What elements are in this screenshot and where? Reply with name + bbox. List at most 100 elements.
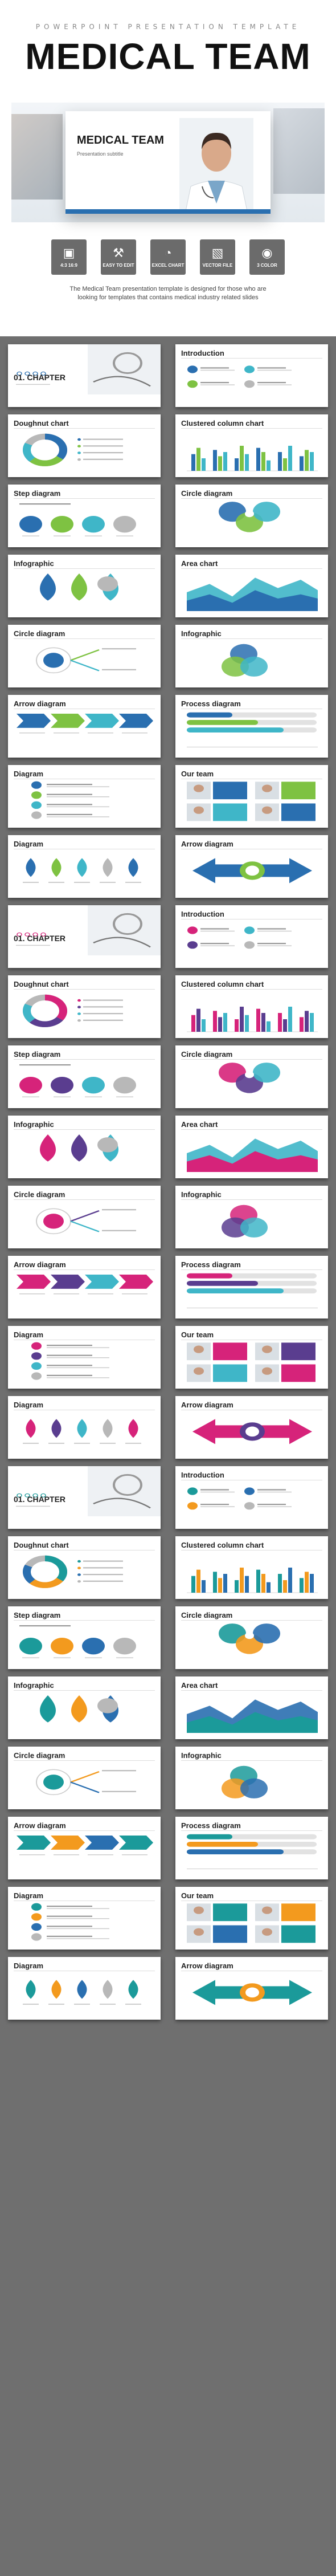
slide-thumbnail[interactable]: 01. CHAPTER (8, 344, 161, 407)
slide-thumbnail[interactable]: Arrow diagram (8, 1817, 161, 1879)
slide-thumbnail[interactable]: Introduction (175, 344, 328, 407)
slide-graphic (187, 926, 292, 949)
slide-thumbnail[interactable]: Clustered column chart (175, 1536, 328, 1599)
slide-graphic (19, 1625, 136, 1658)
slide-thumbnail[interactable]: Step diagram (8, 1045, 161, 1108)
page-title: MEDICAL TEAM (25, 36, 311, 77)
slide-thumbnail[interactable]: Infographic (8, 1116, 161, 1178)
slide-title-rule (181, 568, 322, 569)
slide-graphic (19, 503, 136, 536)
hero-photo-left (11, 114, 63, 200)
slide-title: Our team (181, 1891, 214, 1900)
feature-image: ▧ VECTOR FILE (200, 239, 235, 275)
slide-thumbnail[interactable]: Arrow diagram (175, 835, 328, 898)
slide-title-rule (14, 1760, 155, 1761)
slide-thumbnail[interactable]: Circle diagram (175, 485, 328, 547)
slide-title: Arrow diagram (14, 1821, 66, 1830)
slide-title: Circle diagram (181, 489, 233, 498)
tools-icon: ⚒ (113, 245, 124, 260)
slide-title: Circle diagram (14, 1190, 65, 1199)
slide-thumbnail[interactable]: Circle diagram (8, 625, 161, 687)
chapter-title: 01. CHAPTER (14, 934, 66, 943)
slide-graphic (36, 647, 136, 674)
slide-title-rule (14, 428, 155, 429)
slide-graphic (219, 1623, 280, 1654)
slide-title: Circle diagram (181, 1050, 233, 1059)
slide-graphic (23, 1980, 141, 2005)
feature-pie-chart: ◔ EXCEL CHART (150, 239, 186, 275)
doctor-photo (179, 118, 253, 214)
feature-presentation: ▣ 4:3 16:9 (51, 239, 87, 275)
slide-thumbnail[interactable]: Clustered column chart (175, 414, 328, 477)
slide-thumbnail[interactable]: Arrow diagram (8, 1256, 161, 1318)
slide-graphic (19, 1064, 136, 1097)
slide-thumbnail[interactable]: Diagram (8, 1396, 161, 1459)
slide-title-rule (181, 498, 322, 499)
slide-thumbnail[interactable]: Our team (175, 1326, 328, 1389)
slide-thumbnail[interactable]: Doughnut chart (8, 414, 161, 477)
hero-section: POWERPOINT PRESENTATION TEMPLATE MEDICAL… (0, 0, 336, 331)
slide-thumbnail[interactable]: Diagram (8, 835, 161, 898)
slide-title-rule (181, 1199, 322, 1200)
slide-thumbnail[interactable]: Step diagram (8, 485, 161, 547)
slide-thumbnail[interactable]: Introduction (175, 1466, 328, 1529)
slide-graphic (219, 1063, 280, 1093)
slide-title: Clustered column chart (181, 1541, 264, 1549)
slide-title-rule (181, 1760, 322, 1761)
slide-graphic (192, 858, 312, 884)
feature-label: EASY TO EDIT (103, 262, 134, 268)
slide-graphic (23, 994, 123, 1027)
slide-thumbnail[interactable]: Infographic (175, 625, 328, 687)
slide-thumbnail[interactable]: Diagram (8, 1326, 161, 1389)
slide-graphic (222, 1204, 268, 1238)
slide-thumbnail[interactable]: Diagram (8, 765, 161, 828)
slide-thumbnail[interactable]: Introduction (175, 905, 328, 968)
slide-thumbnail[interactable]: Area chart (175, 1116, 328, 1178)
slide-graphic (40, 1695, 118, 1723)
slide-thumbnail[interactable]: Clustered column chart (175, 975, 328, 1038)
slide-title: Our team (181, 770, 214, 778)
slide-thumbnail[interactable]: Circle diagram (8, 1747, 161, 1809)
slide-thumbnail[interactable]: Circle diagram (175, 1606, 328, 1669)
feature-icons: ▣ 4:3 16:9 ⚒ EASY TO EDIT ◔ EXCEL CHART ▧ VECTO… (51, 239, 285, 275)
slide-title-rule (181, 1059, 322, 1060)
slide-thumbnail[interactable]: Diagram (8, 1957, 161, 2020)
slide-thumbnail[interactable]: Our team (175, 1887, 328, 1950)
slide-thumbnail[interactable]: Our team (175, 765, 328, 828)
slide-thumbnail[interactable]: 01. CHAPTER (8, 905, 161, 968)
slide-title: Infographic (181, 1751, 222, 1760)
slide-thumbnail[interactable]: Doughnut chart (8, 975, 161, 1038)
slide-title: Infographic (14, 1681, 54, 1690)
slide-thumbnail[interactable]: Infographic (8, 555, 161, 617)
slide-graphic (187, 1007, 318, 1032)
slide-thumbnail[interactable]: Process diagram (175, 695, 328, 758)
slide-thumbnail[interactable]: Circle diagram (8, 1186, 161, 1248)
slide-thumbnail[interactable]: 01. CHAPTER (8, 1466, 161, 1529)
slide-title: Our team (181, 1330, 214, 1339)
slide-thumbnail[interactable]: Infographic (175, 1747, 328, 1809)
hero-photo-right (273, 108, 325, 194)
slide-thumbnail[interactable]: Arrow diagram (8, 695, 161, 758)
slide-title: Doughnut chart (14, 980, 69, 988)
slide-graphic (187, 446, 318, 471)
slide-thumbnail[interactable]: Infographic (8, 1676, 161, 1739)
slide-thumbnail[interactable]: Process diagram (175, 1256, 328, 1318)
slide-title-rule (181, 1269, 322, 1270)
slide-thumbnail[interactable]: Arrow diagram (175, 1957, 328, 2020)
slide-graphic (16, 1466, 161, 1516)
slide-thumbnail[interactable]: Area chart (175, 1676, 328, 1739)
slide-title: Introduction (181, 1471, 224, 1479)
slide-thumbnail[interactable]: Diagram (8, 1887, 161, 1950)
slide-graphic (40, 573, 118, 601)
template-kicker: POWERPOINT PRESENTATION TEMPLATE (35, 23, 301, 31)
slide-thumbnail[interactable]: Area chart (175, 555, 328, 617)
slide-title: Introduction (181, 910, 224, 918)
slide-thumbnail[interactable]: Circle diagram (175, 1045, 328, 1108)
slide-thumbnail[interactable]: Arrow diagram (175, 1396, 328, 1459)
slide-thumbnail[interactable]: Process diagram (175, 1817, 328, 1879)
slide-thumbnail[interactable]: Doughnut chart (8, 1536, 161, 1599)
slide-title: Circle diagram (14, 629, 65, 638)
cover-subtitle: Presentation subtitle (77, 151, 124, 157)
slide-thumbnail[interactable]: Infographic (175, 1186, 328, 1248)
slide-thumbnail[interactable]: Step diagram (8, 1606, 161, 1669)
